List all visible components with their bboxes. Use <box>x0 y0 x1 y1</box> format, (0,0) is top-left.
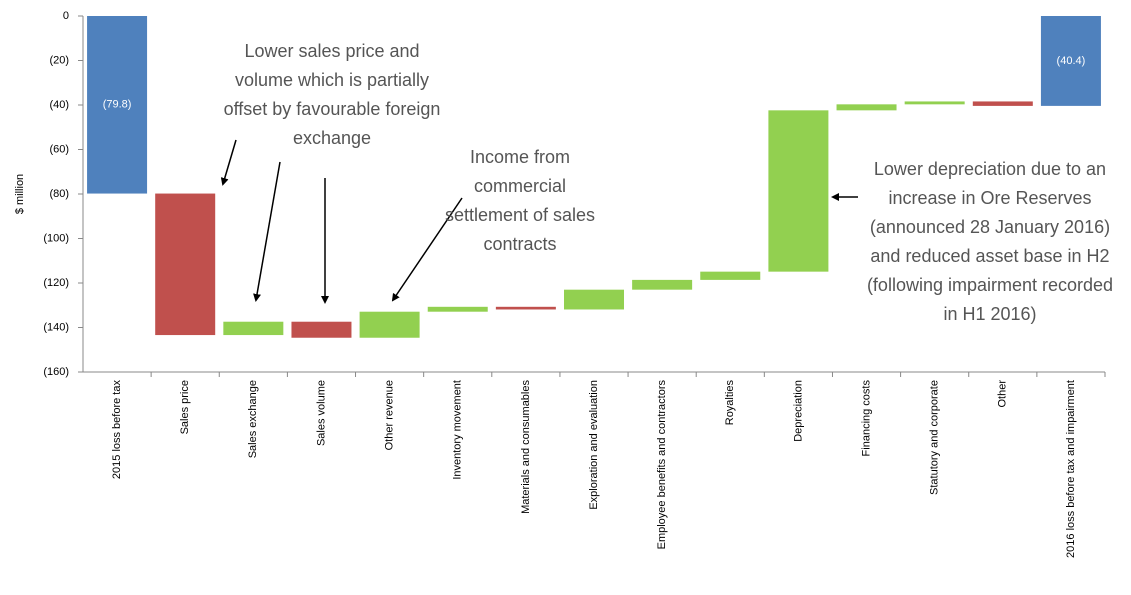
x-tick-label: Royalties <box>724 380 736 426</box>
annotation: offset by favourable foreign <box>224 99 441 119</box>
bar <box>700 271 761 280</box>
y-tick-label: (80) <box>49 188 69 200</box>
annotation: Income from <box>470 147 570 167</box>
bar <box>564 289 624 310</box>
bar <box>87 16 148 194</box>
x-tick-label: Depreciation <box>792 380 804 442</box>
annotation: commercial <box>474 176 566 196</box>
y-tick-label: 0 <box>63 10 69 22</box>
x-tick-label: Sales volume <box>315 380 327 446</box>
x-tick-label: Sales price <box>179 380 191 434</box>
y-tick-label: (140) <box>43 321 69 333</box>
bar <box>768 110 829 272</box>
annotation: settlement of sales <box>445 205 595 225</box>
x-tick-label: Sales exchange <box>247 380 259 458</box>
bar <box>836 104 897 111</box>
x-tick-label: Other revenue <box>384 380 396 450</box>
x-tick-label: Materials and consumables <box>520 380 532 514</box>
annotation: and reduced asset base in H2 <box>870 246 1109 266</box>
value-label: (40.4) <box>1057 55 1086 67</box>
annotation: Lower sales price and <box>244 41 419 61</box>
annotation: increase in Ore Reserves <box>888 188 1091 208</box>
x-tick-label: Statutory and corporate <box>929 380 941 495</box>
bar <box>291 321 352 338</box>
annotation: in H1 2016) <box>943 304 1036 324</box>
annotation: exchange <box>293 128 371 148</box>
annotation: Lower depreciation due to an <box>874 159 1106 179</box>
annotation: (following impairment recorded <box>867 275 1113 295</box>
x-tick-label: Employee benefits and contractors <box>656 380 668 550</box>
y-axis-label: $ million <box>14 174 26 214</box>
bar <box>1040 16 1101 106</box>
arrows <box>220 139 858 304</box>
x-tick-label: Inventory movement <box>452 380 464 480</box>
arrow <box>391 197 463 302</box>
y-tick-label: (60) <box>49 143 69 155</box>
bar <box>972 101 1033 106</box>
value-label: (79.8) <box>103 99 132 111</box>
bar <box>632 279 693 290</box>
y-tick-label: (20) <box>49 54 69 66</box>
y-tick-label: (120) <box>43 277 69 289</box>
x-tick-label: 2016 loss before tax and impairment <box>1065 380 1077 558</box>
bar <box>155 193 216 336</box>
bar <box>359 311 420 338</box>
x-tick-label: Other <box>997 380 1009 408</box>
arrow <box>253 161 281 302</box>
annotation: contracts <box>483 234 556 254</box>
bar <box>495 306 556 310</box>
annotation: volume which is partially <box>235 70 429 90</box>
bar <box>223 321 284 336</box>
y-tick-label: (160) <box>43 366 69 378</box>
x-tick-label: Exploration and evaluation <box>588 380 600 510</box>
y-tick-label: (40) <box>49 99 69 111</box>
bar <box>904 101 965 105</box>
bar <box>427 306 488 312</box>
y-tick-label: (100) <box>43 232 69 244</box>
x-tick-label: Financing costs <box>860 380 872 457</box>
x-tick-label: 2015 loss before tax <box>111 380 123 480</box>
annotation: (announced 28 January 2016) <box>870 217 1110 237</box>
arrow <box>220 139 237 186</box>
